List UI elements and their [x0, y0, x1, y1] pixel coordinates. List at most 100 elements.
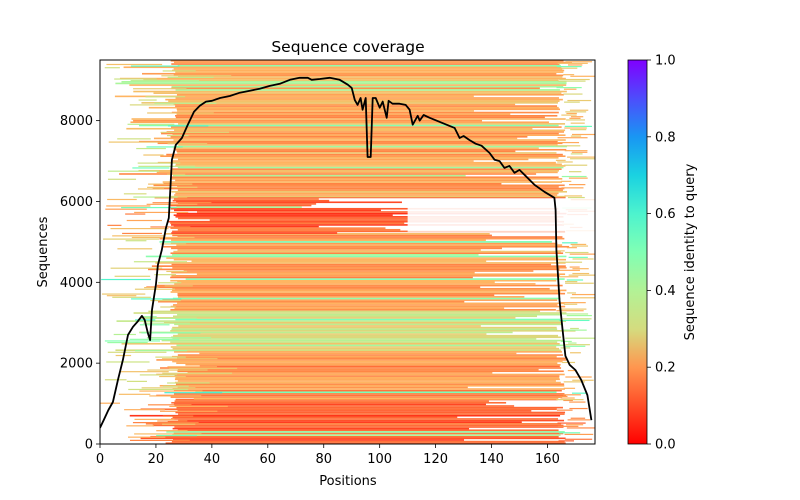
coverage-row-fragment	[561, 187, 584, 189]
coverage-row-fragment	[159, 375, 186, 378]
coverage-row-fragment	[570, 116, 584, 118]
coverage-row	[140, 408, 557, 411]
coverage-row	[133, 119, 483, 122]
coverage-row-fragment	[167, 143, 208, 145]
coverage-row	[156, 284, 563, 287]
coverage-row-fragment	[154, 197, 188, 199]
coverage-row-fragment	[133, 261, 188, 263]
coverage-row-fragment	[562, 242, 578, 244]
coverage-row-fragment	[570, 135, 582, 137]
coverage-row	[116, 320, 567, 322]
coverage-row-fragment	[114, 275, 151, 277]
coverage-row	[166, 131, 565, 133]
coverage-row-fragment	[152, 202, 212, 204]
coverage-row	[166, 220, 565, 223]
coverage-row-fragment	[567, 196, 585, 199]
coverage-row-fragment	[139, 390, 203, 392]
coverage-row	[172, 338, 537, 340]
coverage-row	[177, 166, 564, 169]
coverage-row-fragment	[129, 439, 190, 441]
coverage-row-fragment	[564, 433, 594, 436]
coverage-row-fragment	[154, 274, 177, 276]
coverage-row	[173, 334, 559, 337]
coverage-row-fragment	[559, 319, 590, 322]
coverage-row-fragment	[563, 93, 583, 95]
coverage-row-fragment	[131, 298, 182, 300]
coverage-row	[166, 153, 563, 156]
coverage-row	[173, 139, 566, 141]
coverage-row	[171, 263, 552, 266]
coverage-row	[148, 268, 560, 271]
coverage-row-fragment	[147, 112, 214, 114]
coverage-row-fragment	[564, 125, 592, 128]
coverage-row	[173, 389, 562, 392]
coverage-row	[157, 142, 563, 145]
coverage-row	[133, 312, 567, 314]
coverage-row-fragment	[154, 102, 217, 104]
coverage-gap	[407, 199, 595, 232]
coverage-line-layer	[100, 76, 593, 429]
coverage-row	[177, 158, 529, 161]
coverage-row	[176, 244, 563, 246]
coverage-row	[172, 254, 479, 256]
coverage-row	[175, 89, 560, 91]
colorbar-tick-label: 0.6	[655, 207, 676, 222]
coverage-row-fragment	[167, 382, 210, 384]
coverage-row-fragment	[564, 101, 580, 103]
coverage-row	[171, 275, 560, 277]
coverage-row	[172, 168, 562, 170]
coverage-row-fragment	[571, 245, 589, 247]
coverage-row-fragment	[106, 361, 150, 363]
coverage-row	[171, 271, 475, 274]
coverage-row-fragment	[566, 314, 592, 317]
coverage-row-fragment	[144, 287, 159, 289]
coverage-row	[171, 224, 564, 226]
coverage-row	[172, 347, 560, 350]
coverage-row	[176, 113, 511, 115]
coverage-row	[178, 217, 558, 220]
coverage-row	[140, 317, 516, 319]
coverage-row	[173, 403, 487, 406]
coverage-row-fragment	[169, 367, 238, 370]
coverage-row	[175, 179, 530, 182]
coverage-row	[174, 323, 563, 326]
coverage-row-fragment	[122, 232, 162, 235]
coverage-row-fragment	[143, 154, 164, 156]
coverage-row	[174, 351, 562, 353]
coverage-row-fragment	[142, 316, 157, 318]
coverage-row-fragment	[132, 422, 199, 424]
coverage-row-fragment	[146, 337, 212, 339]
coverage-row-fragment	[556, 145, 581, 147]
coverage-row	[199, 352, 517, 355]
coverage-row-fragment	[570, 75, 595, 77]
coverage-row-fragment	[556, 395, 568, 398]
coverage-row	[197, 211, 560, 213]
coverage-row	[173, 315, 538, 318]
coverage-row	[171, 355, 557, 358]
coverage-row-fragment	[133, 196, 178, 198]
coverage-row	[177, 313, 562, 316]
coverage-row	[146, 286, 481, 288]
coverage-row-fragment	[103, 238, 159, 240]
coverage-row	[175, 376, 560, 379]
coverage-row-fragment	[565, 111, 587, 113]
coverage-row	[174, 381, 561, 384]
coverage-row-fragment	[570, 352, 581, 354]
coverage-row-fragment	[104, 379, 127, 381]
coverage-row-fragment	[560, 302, 586, 304]
coverage-row	[165, 442, 566, 444]
coverage-row-fragment	[117, 248, 153, 250]
coverage-row-fragment	[571, 293, 595, 296]
coverage-row-fragment	[133, 88, 187, 90]
coverage-row-fragment	[134, 418, 175, 420]
coverage-row	[170, 276, 473, 279]
coverage-row	[145, 255, 567, 258]
coverage-row	[168, 100, 560, 103]
coverage-row	[171, 232, 338, 234]
coverage-row	[170, 60, 564, 62]
coverage-row	[130, 121, 549, 124]
coverage-row	[170, 176, 559, 179]
y-axis-label: Sequences	[36, 216, 51, 287]
coverage-row	[176, 406, 563, 409]
coverage-row	[153, 184, 565, 187]
